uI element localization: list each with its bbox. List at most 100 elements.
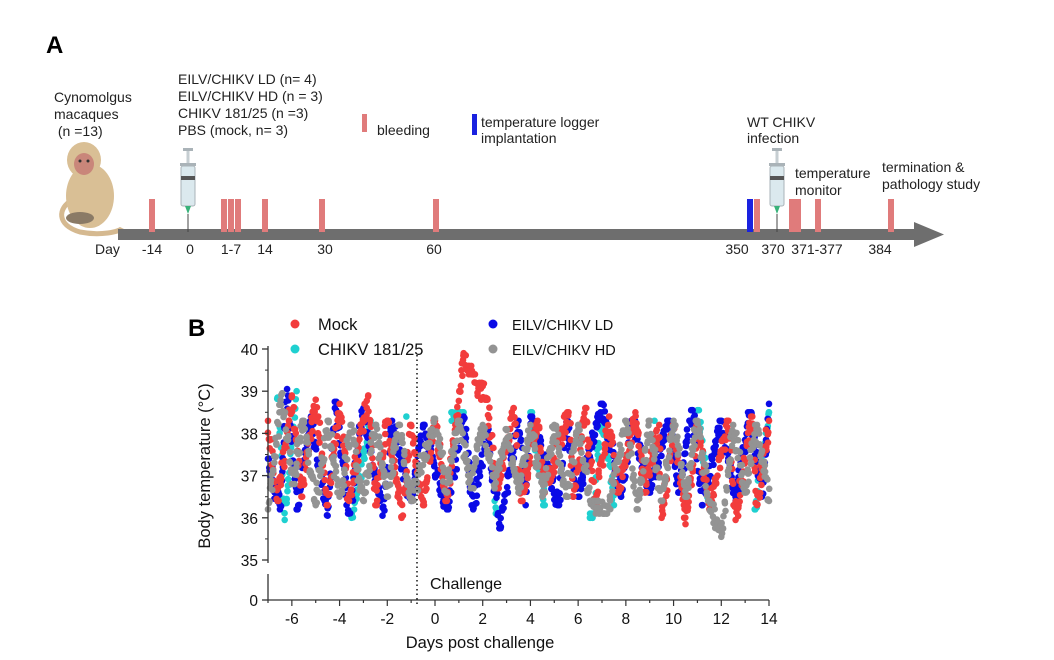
data-point bbox=[646, 472, 654, 479]
data-point bbox=[727, 456, 734, 463]
data-point bbox=[336, 400, 343, 408]
data-point bbox=[601, 450, 609, 457]
data-point bbox=[521, 461, 529, 469]
data-point bbox=[464, 457, 471, 465]
data-point bbox=[330, 457, 337, 465]
data-point bbox=[663, 463, 671, 471]
logger-legend-text-1: temperature logger bbox=[481, 114, 600, 130]
x-tick-label: 0 bbox=[431, 611, 440, 628]
data-point bbox=[423, 485, 430, 493]
data-point bbox=[761, 461, 769, 469]
data-point bbox=[553, 439, 560, 446]
day-tick-label: 384 bbox=[868, 241, 892, 257]
data-point bbox=[313, 479, 320, 487]
data-point bbox=[712, 442, 719, 450]
data-point bbox=[300, 419, 308, 426]
data-point bbox=[321, 442, 329, 450]
data-point bbox=[298, 493, 306, 501]
bleeding-legend-swatch bbox=[362, 114, 367, 132]
data-point bbox=[377, 444, 384, 451]
group-pbs: PBS (mock, n= 3) bbox=[178, 122, 288, 138]
data-point bbox=[599, 462, 607, 469]
data-point bbox=[473, 492, 481, 499]
data-point bbox=[412, 450, 419, 458]
data-point bbox=[304, 439, 311, 446]
data-point bbox=[756, 440, 764, 448]
data-point bbox=[735, 504, 742, 512]
data-point bbox=[454, 403, 461, 411]
data-point bbox=[379, 512, 386, 519]
data-point bbox=[765, 497, 773, 505]
data-point bbox=[454, 411, 462, 419]
data-point bbox=[578, 449, 585, 457]
data-point bbox=[702, 462, 710, 469]
data-point bbox=[316, 419, 324, 426]
data-point bbox=[484, 396, 491, 403]
legend-marker bbox=[290, 319, 300, 329]
data-point bbox=[439, 449, 447, 457]
scatter-points bbox=[264, 349, 773, 541]
data-point bbox=[622, 462, 629, 470]
data-point bbox=[293, 460, 300, 467]
data-point bbox=[291, 480, 298, 488]
data-point bbox=[719, 525, 727, 532]
data-point bbox=[682, 514, 689, 521]
data-point bbox=[613, 467, 621, 474]
data-point bbox=[537, 436, 544, 444]
data-point bbox=[392, 444, 400, 452]
data-point bbox=[281, 516, 289, 524]
data-point bbox=[503, 483, 511, 491]
syringe-icon bbox=[769, 148, 785, 232]
data-point bbox=[765, 485, 773, 493]
data-point bbox=[579, 474, 587, 481]
data-point bbox=[716, 424, 723, 432]
data-point bbox=[703, 468, 710, 475]
data-point bbox=[451, 474, 459, 481]
data-point bbox=[493, 472, 500, 479]
data-point bbox=[273, 441, 280, 448]
y-tick-label: 37 bbox=[241, 469, 258, 486]
legend-label: Mock bbox=[318, 316, 358, 334]
data-point bbox=[659, 511, 667, 518]
data-point bbox=[606, 496, 614, 503]
data-point bbox=[501, 498, 508, 506]
y-tick-label: 38 bbox=[241, 426, 258, 443]
data-point bbox=[401, 451, 408, 459]
data-point bbox=[339, 476, 347, 484]
data-point bbox=[497, 472, 505, 480]
data-point bbox=[661, 479, 669, 486]
data-point bbox=[595, 467, 602, 474]
data-point bbox=[662, 473, 669, 480]
data-point bbox=[684, 504, 692, 511]
data-point bbox=[602, 441, 609, 449]
data-point bbox=[365, 408, 372, 415]
data-point bbox=[459, 429, 467, 437]
data-point bbox=[552, 425, 560, 433]
data-point bbox=[332, 462, 340, 470]
data-point bbox=[583, 468, 591, 476]
data-point bbox=[354, 466, 362, 473]
data-point bbox=[604, 421, 612, 429]
data-point bbox=[703, 491, 711, 499]
data-point bbox=[523, 482, 530, 489]
data-point bbox=[281, 463, 288, 471]
data-point bbox=[733, 429, 740, 437]
x-tick-label: 6 bbox=[574, 611, 583, 628]
data-point bbox=[296, 449, 304, 457]
data-point bbox=[571, 482, 579, 489]
data-point bbox=[655, 421, 663, 429]
data-point bbox=[742, 448, 749, 456]
data-point bbox=[560, 476, 567, 484]
data-point bbox=[721, 446, 729, 453]
data-point bbox=[544, 471, 552, 479]
data-point bbox=[509, 458, 517, 465]
data-point bbox=[685, 498, 692, 506]
day-tick-label: 30 bbox=[317, 241, 333, 257]
data-point bbox=[324, 512, 331, 519]
data-point bbox=[575, 493, 583, 501]
x-tick-label: -4 bbox=[333, 611, 347, 628]
data-point bbox=[649, 436, 656, 444]
data-point bbox=[320, 455, 328, 463]
data-point bbox=[577, 440, 584, 448]
data-point bbox=[352, 441, 359, 448]
